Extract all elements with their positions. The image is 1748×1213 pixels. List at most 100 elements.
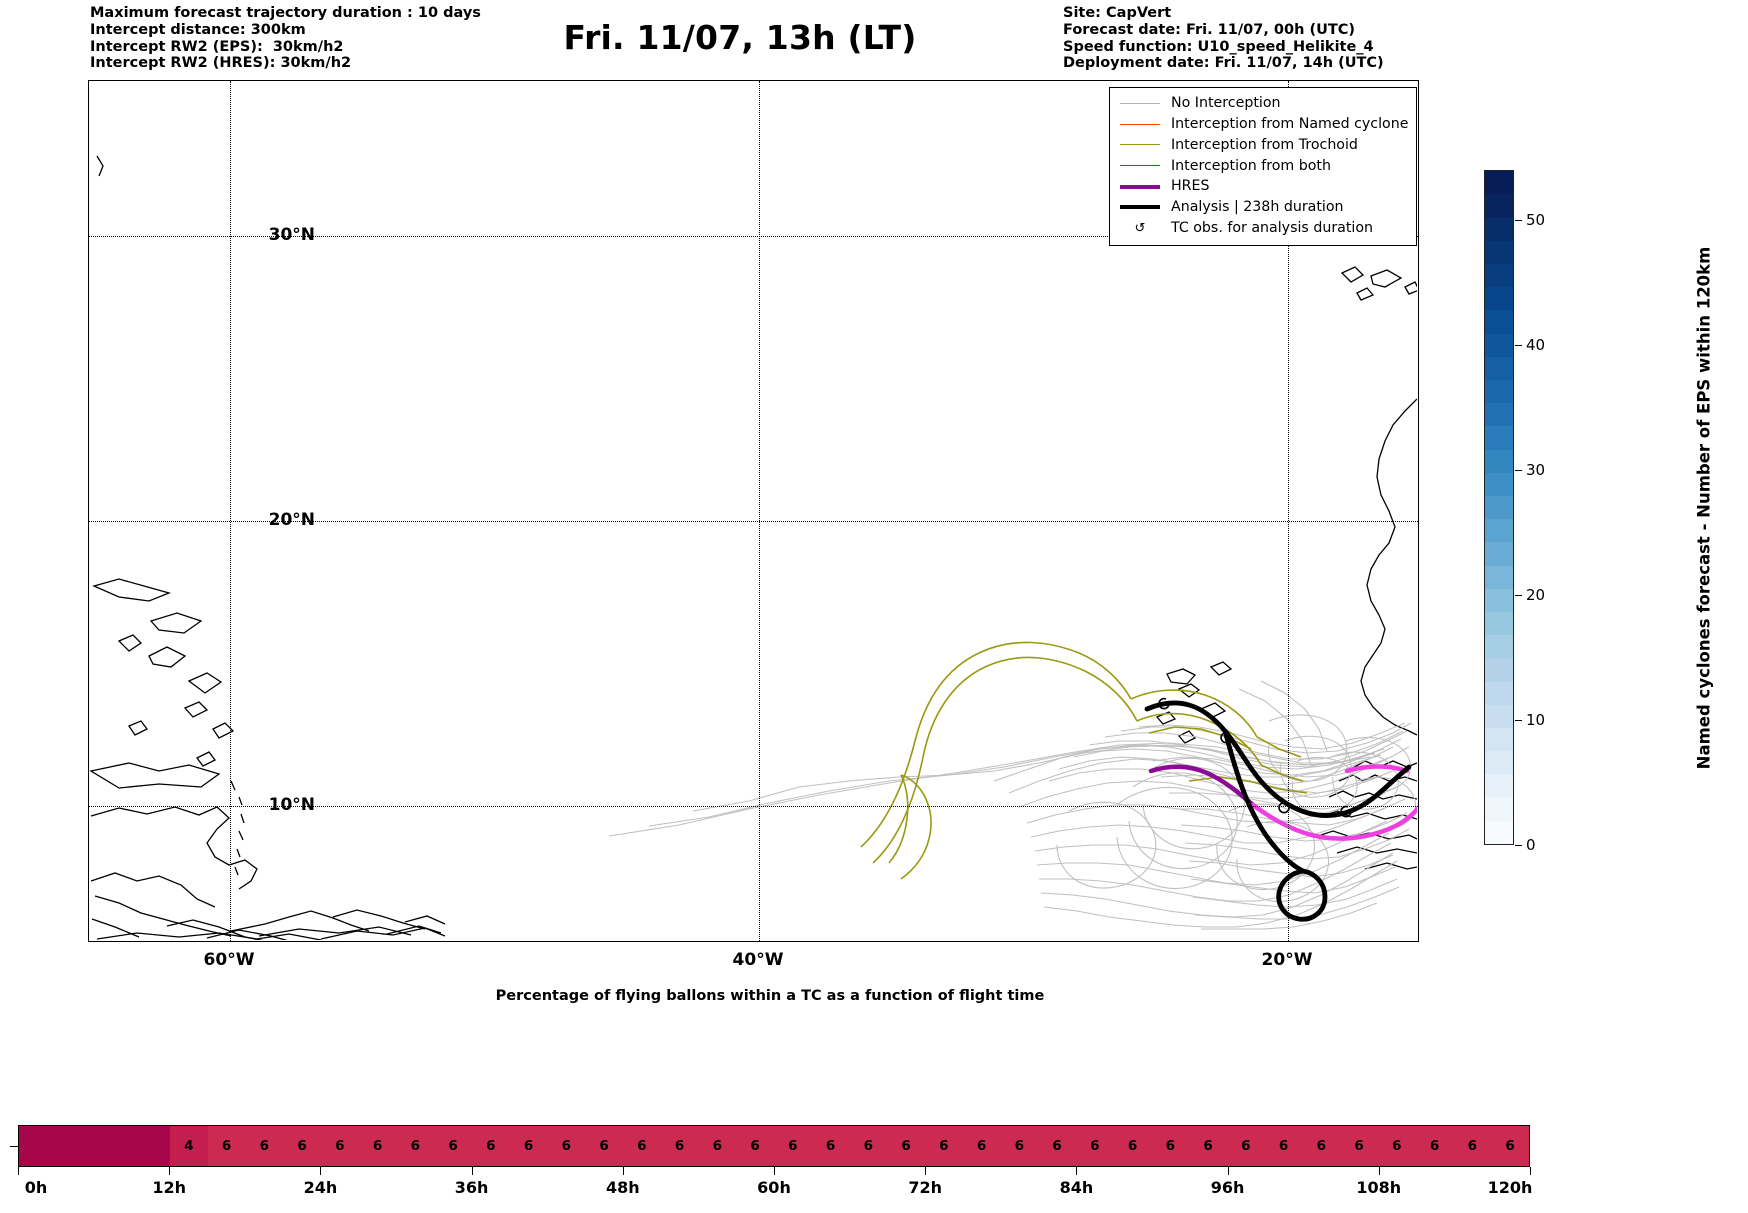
percentage-segment-23[interactable]: 6 (1000, 1126, 1039, 1166)
legend-line-icon (1118, 205, 1162, 210)
ylabel-20N: 20°N (268, 510, 315, 530)
percentage-segment-value: 6 (1165, 1138, 1176, 1154)
map-legend[interactable]: No Interception Interception from Named c… (1109, 87, 1417, 246)
percentage-segment-5[interactable]: 6 (321, 1126, 359, 1166)
percentage-segment-2[interactable]: 6 (207, 1126, 246, 1166)
percentage-xtick-48 (622, 1167, 624, 1175)
percentage-segment-13[interactable]: 6 (623, 1126, 661, 1166)
colorbar-segment-6 (1485, 681, 1513, 705)
colorbar-gradient (1484, 170, 1514, 845)
percentage-segment-6[interactable]: 6 (358, 1126, 397, 1166)
percentage-segment-14[interactable]: 6 (660, 1126, 699, 1166)
percentage-xtick-label-120: 120h (1487, 1178, 1533, 1197)
percentage-xtick-72 (925, 1167, 927, 1175)
colorbar-tick-label-40: 40 (1526, 336, 1546, 354)
trochoid-interception-tracks (860, 641, 1308, 880)
percentage-segment-17[interactable]: 6 (774, 1126, 812, 1166)
percentage-xtick-108 (1378, 1167, 1380, 1175)
legend-item-1[interactable]: Interception from Named cyclone (1118, 114, 1408, 135)
percentage-segment-29[interactable]: 6 (1227, 1126, 1265, 1166)
percentage-segment-0[interactable] (19, 1126, 170, 1166)
percentage-segment-value: 6 (1278, 1138, 1289, 1154)
ytick-30 (88, 236, 89, 237)
colorbar-segment-11 (1485, 565, 1513, 589)
legend-line-icon (1118, 123, 1162, 125)
legend-item-2[interactable]: Interception from Trochoid (1118, 135, 1408, 156)
percentage-bar[interactable]: 4 6 6 6 6 6 6 6 6 6 6 6 6 6 6 6 6 6 6 6 6 6 6 6 6 6 6 6 6 6 6 6 6 6 6 6 (18, 1125, 1530, 1167)
percentage-segment-10[interactable]: 6 (509, 1126, 548, 1166)
header-right-info: Site: CapVert Forecast date: Fri. 11/07, … (1063, 5, 1384, 72)
percentage-segment-value: 6 (1316, 1138, 1327, 1154)
percentage-segment-31[interactable]: 6 (1302, 1126, 1341, 1166)
colorbar-title-text: Named cyclones forecast - Number of EPS … (1694, 246, 1714, 769)
tc-obs-marker-icon: ↺ (1134, 220, 1146, 236)
percentage-segment-24[interactable]: 6 (1038, 1126, 1076, 1166)
percentage-xtick-label-108: 108h (1356, 1178, 1402, 1197)
legend-item-0[interactable]: No Interception (1118, 93, 1408, 114)
percentage-segment-21[interactable]: 6 (925, 1126, 963, 1166)
percentage-segment-18[interactable]: 6 (811, 1126, 850, 1166)
colorbar[interactable]: 0 10 20 30 40 50 (1484, 170, 1545, 854)
percentage-bar-title: Percentage of flying ballons within a TC… (495, 988, 1045, 1004)
colorbar-segment-14 (1485, 495, 1513, 520)
percentage-segment-33[interactable]: 6 (1378, 1126, 1416, 1166)
percentage-segment-value: 6 (486, 1138, 496, 1154)
xtick-20 (1288, 941, 1289, 942)
percentage-segment-3[interactable]: 6 (245, 1126, 284, 1166)
ytick-20 (88, 521, 89, 522)
analysis-track (1144, 697, 1412, 922)
header-left-line-1: Maximum forecast trajectory duration : 1… (90, 5, 481, 21)
percentage-xtick-label-24: 24h (303, 1178, 338, 1197)
percentage-segment-value: 6 (1467, 1138, 1478, 1154)
percentage-segment-27[interactable]: 6 (1151, 1126, 1190, 1166)
legend-line-icon (1118, 144, 1162, 146)
percentage-segment-19[interactable]: 6 (849, 1126, 888, 1166)
percentage-segment-8[interactable]: 6 (434, 1126, 472, 1166)
legend-item-6[interactable]: ↺ TC obs. for analysis duration (1118, 218, 1408, 239)
percentage-bar-area[interactable]: 4 6 6 6 6 6 6 6 6 6 6 6 6 6 6 6 6 6 6 6 6 6 6 6 6 6 6 6 6 6 6 6 6 6 6 6 0h 1… (10, 1125, 1532, 1197)
percentage-segment-25[interactable]: 6 (1076, 1126, 1114, 1166)
colorbar-tick-10 (1515, 720, 1522, 721)
percentage-segment-30[interactable]: 6 (1264, 1126, 1303, 1166)
percentage-segment-4[interactable]: 6 (283, 1126, 321, 1166)
percentage-segment-34[interactable]: 6 (1415, 1126, 1454, 1166)
percentage-segment-1[interactable]: 4 (170, 1126, 208, 1166)
percentage-segment-36[interactable]: 6 (1491, 1126, 1529, 1166)
legend-item-5[interactable]: Analysis | 238h duration (1118, 197, 1408, 218)
legend-item-label: Interception from both (1171, 157, 1331, 174)
percentage-segment-26[interactable]: 6 (1113, 1126, 1152, 1166)
legend-item-4[interactable]: HRES (1118, 176, 1408, 197)
percentage-segment-15[interactable]: 6 (698, 1126, 737, 1166)
percentage-segment-20[interactable]: 6 (887, 1126, 925, 1166)
percentage-segment-28[interactable]: 6 (1189, 1126, 1227, 1166)
percentage-segment-value: 6 (297, 1138, 307, 1154)
percentage-segment-9[interactable]: 6 (472, 1126, 510, 1166)
legend-line-icon (1118, 102, 1162, 104)
colorbar-tick-0 (1515, 845, 1522, 846)
percentage-xtick-36 (471, 1167, 473, 1175)
colorbar-segment-7 (1485, 658, 1513, 682)
percentage-segment-value: 6 (448, 1138, 458, 1154)
percentage-segment-35[interactable]: 6 (1453, 1126, 1492, 1166)
percentage-segment-value: 6 (750, 1138, 760, 1154)
percentage-segment-7[interactable]: 6 (396, 1126, 435, 1166)
colorbar-segment-0 (1485, 820, 1513, 844)
percentage-xtick-120 (1530, 1167, 1531, 1175)
ytick-10 (88, 806, 89, 807)
percentage-segment-32[interactable]: 6 (1340, 1126, 1378, 1166)
colorbar-segment-10 (1485, 588, 1513, 612)
map-canvas (89, 155, 1417, 940)
percentage-segment-11[interactable]: 6 (547, 1126, 586, 1166)
gridline-lon-60 (230, 81, 231, 941)
xlabel-40W: 40°W (732, 950, 784, 970)
percentage-segment-16[interactable]: 6 (736, 1126, 774, 1166)
colorbar-tick-label-10: 10 (1526, 711, 1546, 729)
colorbar-tick-label-50: 50 (1526, 211, 1546, 229)
legend-item-3[interactable]: Interception from both (1118, 155, 1408, 176)
percentage-xtick-60 (774, 1167, 775, 1175)
colorbar-segment-3 (1485, 751, 1513, 775)
percentage-segment-12[interactable]: 6 (585, 1126, 623, 1166)
percentage-segment-value: 6 (712, 1138, 723, 1154)
percentage-segment-22[interactable]: 6 (962, 1126, 1001, 1166)
header-left-line-2: Intercept distance: 300km (90, 21, 306, 38)
